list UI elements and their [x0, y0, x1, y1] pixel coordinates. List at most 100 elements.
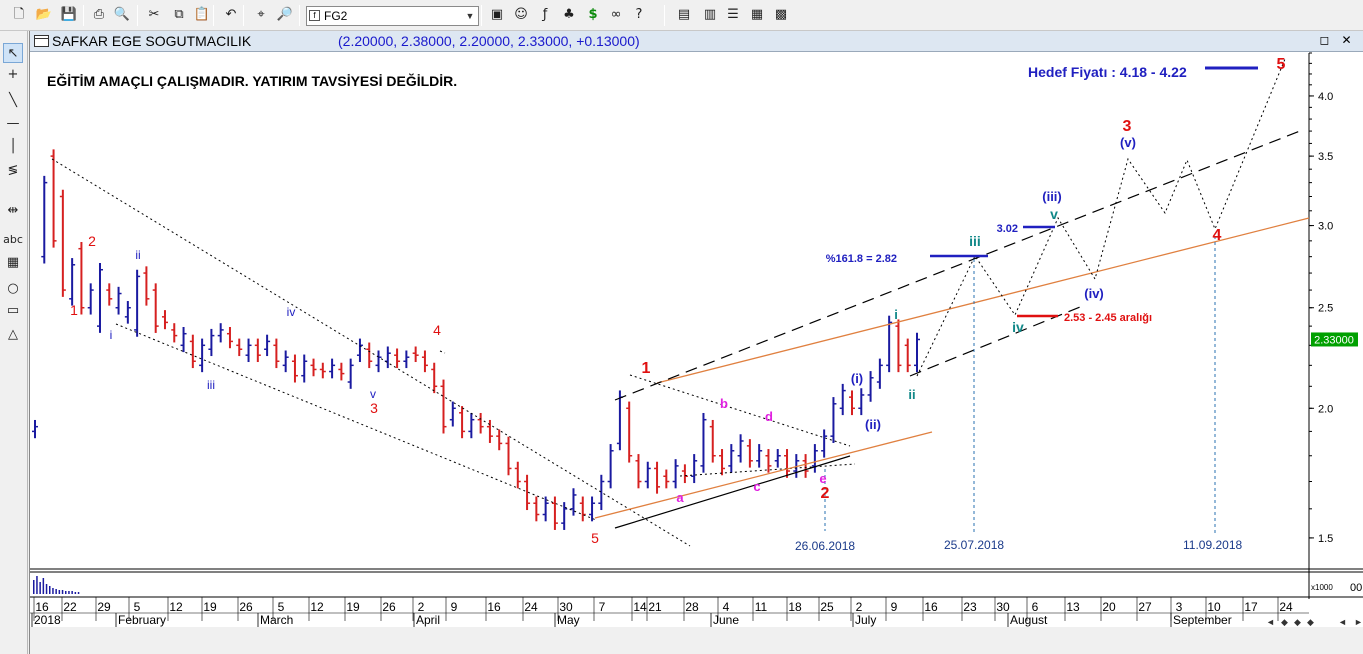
y-tick-label: 3.5 [1318, 151, 1333, 163]
crosshair-icon[interactable]: ⌖ [257, 7, 265, 22]
prev-icon[interactable]: ◄ [1338, 617, 1347, 627]
drawing-toolbar: ↖ + ╲ — │ ≶ ⇹ abc ▦ ○ ▭ △ [0, 31, 28, 654]
wave-label-wiii_b: iii [969, 233, 981, 249]
print-preview-icon[interactable]: 🔍 [113, 7, 131, 22]
chart-window: SAFKAR EGE SOGUTMACILIK (2.20000, 2.3800… [29, 31, 1363, 654]
scroll-left-icon[interactable]: ◆ [1281, 617, 1288, 627]
new-icon[interactable]: 🗋 [13, 7, 25, 22]
save-icon[interactable]: 💾 [60, 7, 78, 22]
x-day-label: 16 [924, 600, 938, 614]
wave-label-wb: b [720, 396, 728, 411]
open-icon[interactable]: 📂 [35, 7, 53, 22]
x-day-label: 30 [996, 600, 1010, 614]
text-tool-icon[interactable]: abc [3, 233, 23, 246]
x-day-label: 19 [203, 600, 217, 614]
tree-icon[interactable]: ♣ [563, 7, 575, 22]
volume-bar [77, 592, 80, 594]
triangle-tool-icon[interactable]: △ [8, 327, 18, 342]
fibonacci-icon[interactable]: ≶ [7, 163, 19, 178]
chevron-down-icon[interactable]: ▼ [465, 11, 475, 21]
copy-icon[interactable]: ⧉ [174, 7, 184, 22]
x-day-label: 22 [63, 600, 77, 614]
x-day-label: 17 [1244, 600, 1258, 614]
scroll-dot-icon[interactable]: ◆ [1294, 617, 1301, 627]
wave-label-wa: a [676, 490, 684, 505]
wave-label-w2b: 2 [821, 485, 830, 502]
disclaimer-text: EĞİTİM AMAÇLI ÇALIŞMADIR. YATIRIM TAVSİY… [47, 72, 457, 89]
wave-label-w5b: 5 [1277, 56, 1286, 73]
zoom-icon[interactable]: 🔎 [276, 7, 294, 22]
tile-grid-icon[interactable]: ▦ [750, 7, 764, 22]
dollar-icon[interactable]: $ [588, 7, 598, 22]
tile-config-icon[interactable]: ▩ [774, 7, 788, 22]
wave-label-w2a: 2 [88, 233, 96, 249]
paste-icon[interactable]: 📋 [193, 7, 211, 22]
chart-title: SAFKAR EGE SOGUTMACILIK [52, 33, 252, 49]
wave-label-w4a: 4 [433, 322, 441, 338]
x-day-label: 20 [1102, 600, 1116, 614]
volume-bar [74, 592, 77, 594]
ellipse-tool-icon[interactable]: ○ [7, 281, 19, 296]
tile-vertical-icon[interactable]: ▥ [703, 7, 717, 22]
cut-icon[interactable]: ✂ [148, 7, 160, 22]
x-day-label: 30 [559, 600, 573, 614]
scroll-right-icon[interactable]: ◆ [1307, 617, 1314, 627]
symbol-value: FG2 [324, 9, 348, 23]
x-month-label: August [1010, 613, 1048, 627]
scroll-left-fast-icon[interactable]: ◄ [1266, 617, 1275, 627]
last-price-label: 2.33000 [1314, 334, 1354, 346]
x-day-label: 16 [35, 600, 49, 614]
wave-label-wiv_b: iv [1012, 319, 1024, 335]
volume-bar [68, 591, 70, 594]
wave-label-wva: v [370, 387, 376, 401]
wave-label-w3b: 3 [1123, 118, 1132, 135]
x-month-label: May [557, 613, 580, 627]
wave-label-wiv_p: (iv) [1084, 286, 1104, 301]
spread-icon[interactable]: ⇹ [7, 203, 19, 218]
vertical-line-icon[interactable]: │ [9, 139, 17, 154]
horizontal-line-icon[interactable]: — [6, 116, 20, 131]
close-button[interactable]: ✕ [1341, 33, 1352, 47]
x-day-label: 10 [1207, 600, 1221, 614]
print-icon[interactable]: ⎙ [93, 7, 105, 22]
help-icon[interactable]: ? [635, 7, 643, 22]
volume-bar [42, 578, 45, 594]
last-price-box [1311, 332, 1358, 347]
x-day-label: 3 [1176, 600, 1183, 614]
tile-horizontal-icon[interactable]: ☰ [727, 7, 739, 22]
ohlc-readout: (2.20000, 2.38000, 2.20000, 2.33000, +0.… [338, 33, 640, 49]
date-annotation-2: 25.07.2018 [944, 538, 1004, 552]
x-day-label: 24 [1279, 600, 1293, 614]
cascade-icon[interactable]: ▤ [677, 7, 691, 22]
x-month-label: 2018 [34, 613, 61, 627]
grid-tool-icon[interactable]: ▦ [6, 255, 20, 270]
channel-lower-down [115, 323, 597, 521]
wave-label-wc: c [753, 479, 760, 494]
wave-label-we: e [819, 471, 826, 486]
x-day-label: 16 [487, 600, 501, 614]
wave-label-wi_p: (i) [851, 371, 863, 386]
function-icon[interactable]: ƒ [542, 7, 548, 22]
next-icon[interactable]: ► [1354, 617, 1363, 627]
x-day-label: 27 [1138, 600, 1152, 614]
binoculars-icon[interactable]: ∞ [610, 7, 622, 22]
symbol-select[interactable]: f FG2 ▼ [306, 6, 479, 26]
expert-icon[interactable]: ☺ [514, 7, 528, 22]
rectangle-tool-icon[interactable]: ▭ [6, 303, 20, 318]
volume-bar [39, 582, 41, 594]
x-day-label: 26 [239, 600, 253, 614]
pointer-icon[interactable]: ↖ [3, 43, 23, 63]
volume-bar [52, 588, 54, 594]
restore-button[interactable]: ◻ [1319, 33, 1330, 47]
crosshair-tool-icon[interactable]: + [7, 67, 19, 82]
wave-label-wia: i [110, 328, 113, 342]
volume-axis-label: 00 [1350, 582, 1362, 594]
indicator-icon[interactable]: ▣ [490, 7, 504, 22]
x-day-label: 2 [418, 600, 425, 614]
wave-label-w5a: 5 [591, 530, 599, 546]
volume-bar [61, 590, 64, 594]
trendline-tool-icon[interactable]: ╲ [9, 93, 17, 108]
volume-bar [55, 589, 57, 594]
undo-icon[interactable]: ↶ [225, 7, 237, 22]
